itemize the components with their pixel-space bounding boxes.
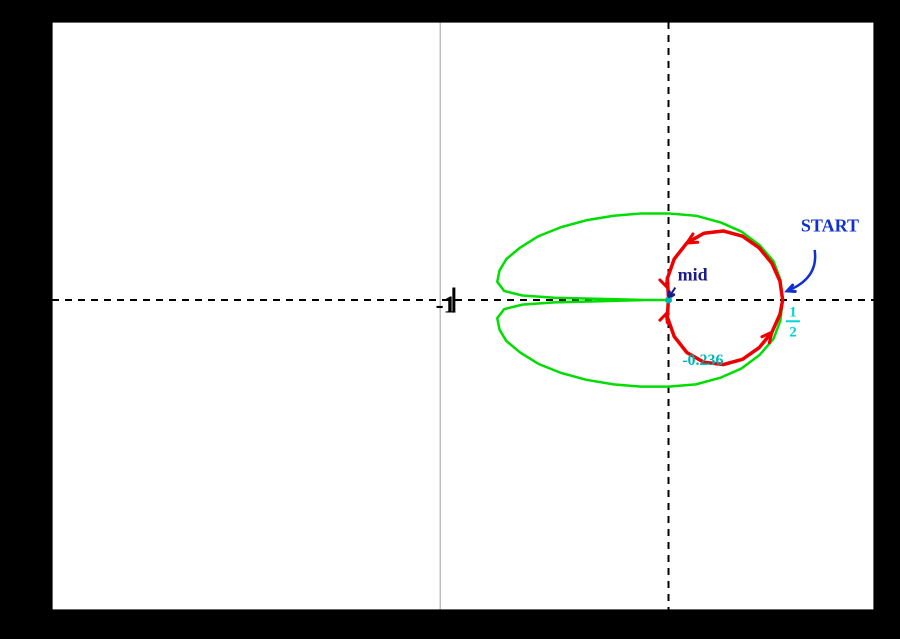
label-minus-one: -1 xyxy=(436,293,456,319)
label-start: START xyxy=(801,216,859,236)
direction-arrow xyxy=(660,314,667,323)
svg-text:2: 2 xyxy=(789,324,797,340)
direction-arrow xyxy=(660,277,667,286)
label-one-half: 12 xyxy=(786,304,800,340)
label-mid: mid xyxy=(678,265,708,285)
plot-frame xyxy=(52,22,874,610)
label-neg-0-236: -0.236 xyxy=(682,352,723,369)
plot-svg: -1midSTART12-0.236 xyxy=(0,0,900,639)
svg-text:1: 1 xyxy=(789,304,797,320)
